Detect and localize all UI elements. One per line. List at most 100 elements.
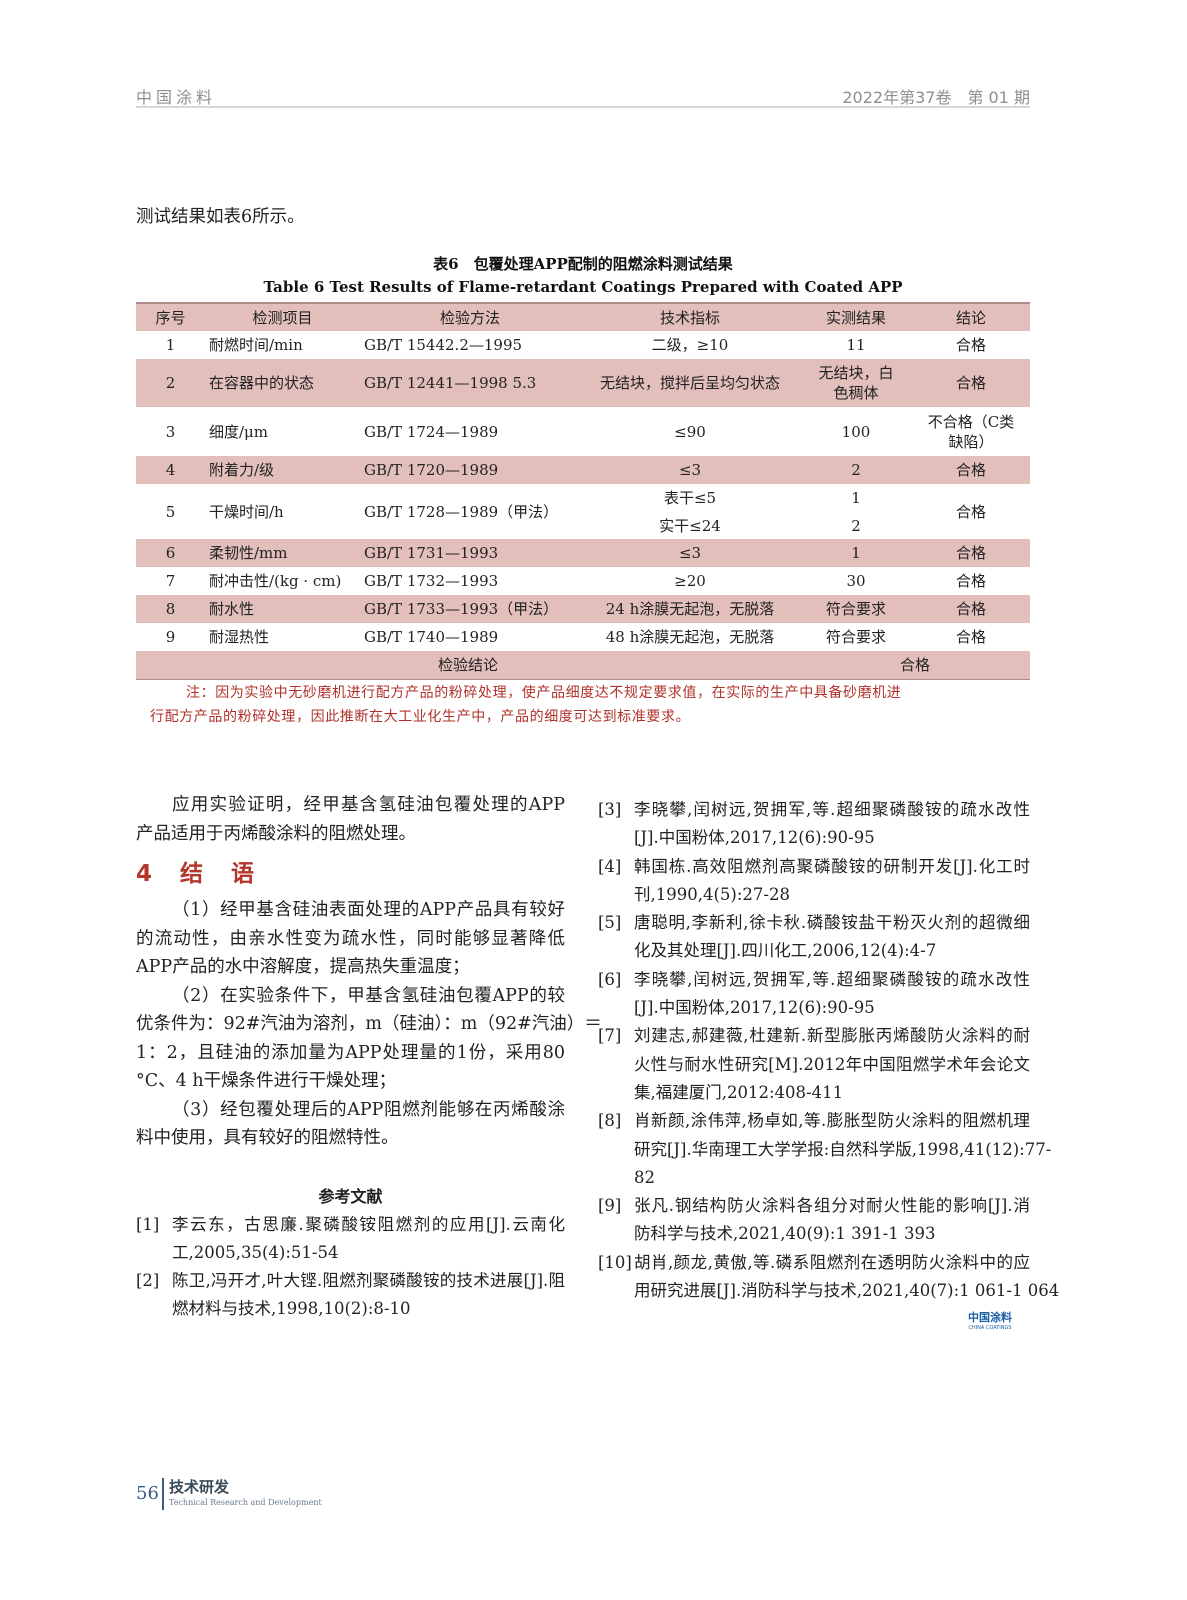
reference-line: 肖新颜,涂伟萍,杨卓如,等.膨胀型防火涂料的阻燃机理 (634, 1111, 1030, 1131)
table-cell: 100 (841, 422, 871, 441)
table-cell: 无结块，白色稠体 (800, 359, 912, 407)
text-line: 产品适用于丙烯酸涂料的阻燃处理。 (136, 823, 416, 844)
table-cell: ≤3 (580, 539, 800, 567)
table-cell: 2 (136, 359, 205, 407)
table-header-row: 序号 检测项目 检验方法 技术指标 实测结果 结论 (136, 303, 1030, 331)
table-cell: 8 (136, 595, 205, 623)
logo-cn: 中国涂料 (968, 1311, 1012, 1324)
reference-item: [3] 李晓攀,闰树远,贺拥军,等.超细聚磷酸铵的疏水改性 [J].中国粉体,201… (598, 796, 1030, 853)
reference-item: [1] 李云东，古思廉.聚磷酸铵阻燃剂的应用[J].云南化 工,2005,35(4)… (136, 1211, 565, 1268)
table-cell: 耐冲击性/(kg · cm) (209, 572, 342, 590)
table-row: 3 细度/μm GB/T 1724—1989 ≤90 100 不合格（C类缺陷） (136, 407, 1030, 456)
reference-line: 燃材料与技术,1998,10(2):8-10 (172, 1299, 411, 1319)
table-cell: 3 (165, 422, 176, 441)
table-row: 4 附着力/级 GB/T 1720—1989 ≤3 2 合格 (136, 456, 1030, 484)
table-cell: GB/T 1733—1993（甲法） (360, 595, 580, 623)
conclusion-value: 合格 (800, 651, 1030, 679)
table-cell: GB/T 12441—1998 5.3 (360, 359, 580, 407)
journal-name: 中国涂料 (136, 88, 217, 107)
table-cell: 合格 (955, 628, 986, 646)
table-cell: 符合要求 (825, 628, 886, 646)
conclusion-label: 检验结论 (136, 651, 800, 679)
table-row: 7 耐冲击性/(kg · cm) GB/T 1732—1993 ≥20 30 合格 (136, 567, 1030, 595)
table-cell: 干燥时间/h (209, 502, 284, 521)
table-cell: 1 (851, 489, 861, 507)
reference-line: 刊,1990,4(5):27-28 (634, 884, 790, 904)
right-column: [3] 李晓攀,闰树远,贺拥军,等.超细聚磷酸铵的疏水改性 [J].中国粉体,201… (598, 796, 1060, 1305)
reference-line: 唐聪明,李新利,徐卡秋.磷酸铵盐干粉灭火剂的超微细 (634, 913, 1030, 933)
text-line: 应用实验证明，经甲基含氢硅油包覆处理的APP (172, 795, 565, 815)
reference-item: [8] 肖新颜,涂伟萍,杨卓如,等.膨胀型防火涂料的阻燃机理研究[J].华南理工大… (598, 1107, 1052, 1192)
header-divider (136, 106, 1030, 108)
footer-section-cn: 技术研发 (169, 1478, 230, 1496)
table-cell: GB/T 15442.2—1995 (364, 336, 523, 354)
table-cell: 表干≤5 (663, 489, 717, 507)
table-cell: GB/T 1732—1993 (364, 572, 499, 590)
table-cell: 检测项目 (205, 303, 360, 331)
reference-line: 李云东，古思廉.聚磷酸铵阻燃剂的应用[J].云南化 (172, 1214, 565, 1234)
table-cell: 48 h涂膜无起泡，无脱落 (605, 628, 775, 646)
reference-item: [5] 唐聪明,李新利,徐卡秋.磷酸铵盐干粉灭火剂的超微细 化及其处理[J].四川化… (598, 909, 1030, 966)
reference-line: 82 (634, 1167, 655, 1187)
table-caption-cn: 表6 包覆处理APP配制的阻燃涂料测试结果 (433, 255, 733, 273)
reference-number: [8] (598, 1111, 622, 1131)
table-cell: 合格 (912, 456, 1030, 484)
text-line: 的流动性，由亲水性变为疏水性，同时能够显著降低 (136, 928, 565, 949)
text-line: （1）经甲基含硅油表面处理的APP产品具有较好 (172, 900, 565, 920)
china-coatings-logo: 中国涂料 CHINA COATINGS (968, 1309, 1012, 1331)
table-cell: 二级，≥10 (651, 336, 729, 354)
references-title: 参考文献 (318, 1186, 383, 1206)
table-cell: 耐水性 (205, 595, 360, 623)
footer-divider (162, 1478, 164, 1510)
reference-line: 李晓攀,闰树远,贺拥军,等.超细聚磷酸铵的疏水改性 (634, 800, 1030, 819)
reference-line: 集,福建厦门,2012:408-411 (634, 1082, 844, 1102)
reference-line: 研究[J].华南理工大学学报:自然科学版,1998,41(12):77- (634, 1139, 1052, 1159)
text-line: （3）经包覆处理后的APP阻燃剂能够在丙烯酸涂 (172, 1099, 565, 1120)
reference-line: [J].中国粉体,2017,12(6):90-95 (634, 998, 875, 1018)
table-cell: 序号 (136, 303, 205, 331)
table-cell: 耐燃时间/min (209, 336, 303, 354)
table-cell: ≥20 (674, 572, 706, 590)
reference-number: [9] (598, 1196, 622, 1216)
table-cell: ≤3 (580, 456, 800, 484)
reference-line: 火性与耐水性研究[M].2012年中国阻燃学术年会论文 (634, 1054, 1030, 1074)
table-cell: 9 (165, 628, 176, 646)
table-cell: GB/T 1720—1989 (360, 456, 580, 484)
table-cell: 耐湿热性 (209, 628, 270, 646)
table-cell: 6 (136, 539, 205, 567)
reference-line: 防科学与技术,2021,40(9):1 391-1 393 (634, 1224, 936, 1244)
table-cell: 24 h涂膜无起泡，无脱落 (580, 595, 800, 623)
table-row: 1 耐燃时间/min GB/T 15442.2—1995 二级，≥10 11 合格 (136, 331, 1030, 359)
table-cell: 实测结果 (800, 303, 912, 331)
table-row: 9 耐湿热性 GB/T 1740—1989 48 h涂膜无起泡，无脱落 符合要求 合格 (136, 623, 1030, 651)
reference-number: [5] (598, 913, 622, 933)
reference-line: 刘建志,郝建薇,杜建新.新型膨胀丙烯酸防火涂料的耐 (634, 1026, 1030, 1046)
text-line: 料中使用，具有较好的阻燃特性。 (136, 1128, 399, 1148)
table-cell: 结论 (912, 303, 1030, 331)
text-line: 1：2，且硅油的添加量为APP处理量的1份，采用80 (136, 1042, 565, 1063)
reference-item: [9] 张凡.钢结构防火涂料各组分对耐火性能的影响[J].消 防科学与技术,2021… (598, 1192, 1030, 1249)
table-cell: 合格 (955, 502, 986, 521)
issue-info: 2022年第37卷 第 01 期 (842, 88, 1030, 107)
table-cell: 11 (846, 336, 866, 354)
text-line: （2）在实验条件下，甲基含氢硅油包覆APP的较 (172, 985, 565, 1006)
page-number: 56 (136, 1483, 159, 1504)
reference-line: 化及其处理[J].四川化工,2006,12(4):4-7 (634, 941, 937, 961)
table-cell: 细度/μm (209, 422, 269, 441)
reference-item: [6] 李晓攀,闰树远,贺拥军,等.超细聚磷酸铵的疏水改性 [J].中国粉体,201… (598, 966, 1030, 1023)
table-caption-en: Table 6 Test Results of Flame-retardant … (263, 278, 903, 296)
table-row: 6 柔韧性/mm GB/T 1731—1993 ≤3 1 合格 (136, 539, 1030, 567)
table-cell: 符合要求 (800, 595, 912, 623)
table-note: 注：因为实验中无砂磨机进行配方产品的粉碎处理，使产品细度达不规定要求值，在实际的… (150, 681, 1020, 729)
table-cell: 合格 (955, 572, 986, 590)
reference-line: 韩国栋.高效阻燃剂高聚磷酸铵的研制开发[J].化工时 (634, 856, 1030, 876)
footer-section-en: Technical Research and Development (169, 1498, 322, 1507)
table-cell: 合格 (912, 595, 1030, 623)
reference-number: [3] (598, 800, 622, 819)
intro-text: 测试结果如表6所示。 (136, 207, 305, 227)
table-cell: 5 (165, 502, 176, 521)
table-cell: GB/T 1724—1989 (364, 422, 499, 441)
reference-number: [6] (598, 969, 622, 989)
reference-line: 张凡.钢结构防火涂料各组分对耐火性能的影响[J].消 (634, 1196, 1030, 1216)
reference-line: 用研究进展[J].消防科学与技术,2021,40(7):1 061-1 064 (634, 1281, 1060, 1301)
